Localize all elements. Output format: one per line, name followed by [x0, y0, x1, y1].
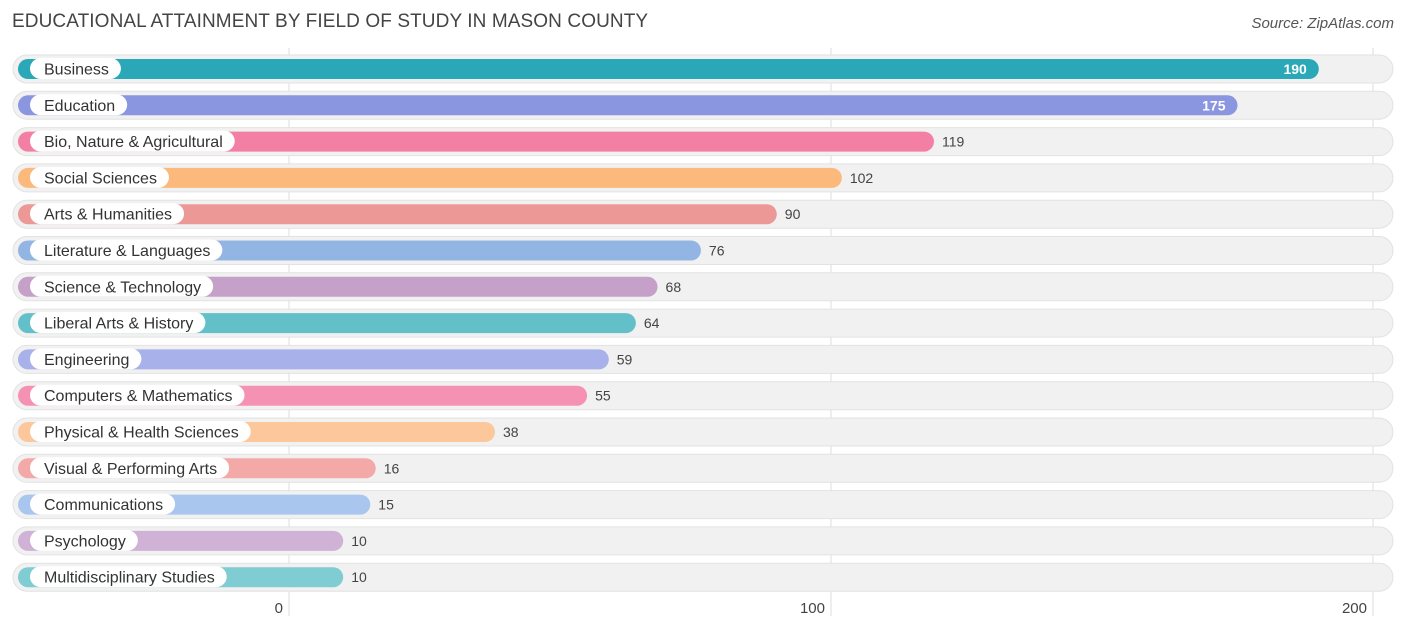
category-label: Visual & Performing Arts — [44, 461, 217, 478]
bar — [18, 95, 1238, 116]
bar-row: Psychology 10 — [12, 526, 1394, 556]
category-label-bg — [30, 529, 138, 551]
category-label-bg — [30, 94, 128, 116]
category-label-bg — [30, 130, 235, 152]
value-label: 38 — [503, 424, 519, 440]
category-label-bg — [30, 239, 223, 261]
value-label: 10 — [351, 533, 367, 549]
category-label: Multidisciplinary Studies — [44, 570, 215, 587]
category-label: Psychology — [44, 533, 126, 550]
value-label: 190 — [1283, 61, 1307, 77]
value-label: 76 — [709, 243, 725, 259]
category-label-bg — [30, 421, 251, 442]
bar-track — [12, 526, 1394, 556]
bar-row: Engineering 59 — [12, 344, 1394, 374]
bar-row: Physical & Health Sciences 38 — [12, 417, 1394, 447]
value-label: 90 — [785, 206, 801, 222]
bar-row: Arts & Humanities 90 — [12, 199, 1394, 229]
bar-row: Education 175 — [12, 90, 1394, 120]
x-tick-label: 0 — [275, 600, 283, 617]
category-label: Physical & Health Sciences — [44, 425, 239, 442]
bar-row: Multidisciplinary Studies 10 — [12, 562, 1394, 592]
x-tick-label: 200 — [1342, 600, 1367, 617]
value-label: 102 — [850, 170, 874, 186]
bar-row: Liberal Arts & History 64 — [12, 308, 1394, 338]
bar — [18, 349, 609, 370]
bar-track — [12, 562, 1394, 592]
category-label-bg — [30, 275, 214, 297]
category-label: Communications — [44, 497, 163, 514]
category-label-bg — [30, 566, 227, 588]
category-label: Literature & Languages — [44, 243, 210, 260]
category-label-bg — [30, 166, 169, 188]
value-label: 16 — [384, 460, 400, 476]
bar-row: Science & Technology 68 — [12, 272, 1394, 302]
category-label: Bio, Nature & Agricultural — [44, 134, 223, 151]
category-label: Business — [44, 62, 109, 79]
bar-row: Computers & Mathematics 55 — [12, 381, 1394, 411]
category-label: Science & Technology — [44, 279, 201, 296]
category-label-bg — [30, 203, 185, 225]
bar — [18, 59, 1319, 79]
value-label: 68 — [666, 279, 682, 295]
bar-row: Business 190 — [12, 54, 1394, 84]
source-credit: Source: ZipAtlas.com — [1251, 15, 1394, 32]
value-label: 64 — [644, 315, 660, 331]
category-label: Computers & Mathematics — [44, 388, 233, 405]
chart-title: EDUCATIONAL ATTAINMENT BY FIELD OF STUDY… — [12, 11, 649, 32]
bar-row: Visual & Performing Arts 16 — [12, 453, 1394, 483]
bar — [18, 131, 934, 152]
bar-row: Communications 15 — [12, 490, 1394, 520]
bar-row: Social Sciences 102 — [12, 163, 1394, 193]
category-label-bg — [30, 312, 206, 334]
value-label: 59 — [617, 351, 633, 367]
value-label: 10 — [351, 569, 367, 585]
category-label: Engineering — [44, 352, 129, 369]
value-label: 55 — [595, 388, 611, 404]
category-label-bg — [30, 348, 142, 370]
category-label-bg — [30, 493, 176, 515]
category-label-bg — [30, 58, 121, 79]
value-label: 175 — [1202, 97, 1226, 113]
bar — [18, 204, 777, 225]
bar — [18, 167, 842, 188]
bar-row: Literature & Languages 76 — [12, 236, 1394, 265]
category-label: Social Sciences — [44, 170, 157, 187]
category-label: Liberal Arts & History — [44, 316, 193, 333]
x-tick-label: 100 — [800, 600, 825, 617]
category-label: Arts & Humanities — [44, 207, 172, 224]
bar-row: Bio, Nature & Agricultural 119 — [12, 127, 1394, 157]
value-label: 119 — [942, 134, 965, 150]
category-label-bg — [30, 384, 245, 406]
value-label: 15 — [378, 497, 394, 513]
category-label-bg — [30, 457, 230, 479]
category-label: Education — [44, 98, 115, 115]
